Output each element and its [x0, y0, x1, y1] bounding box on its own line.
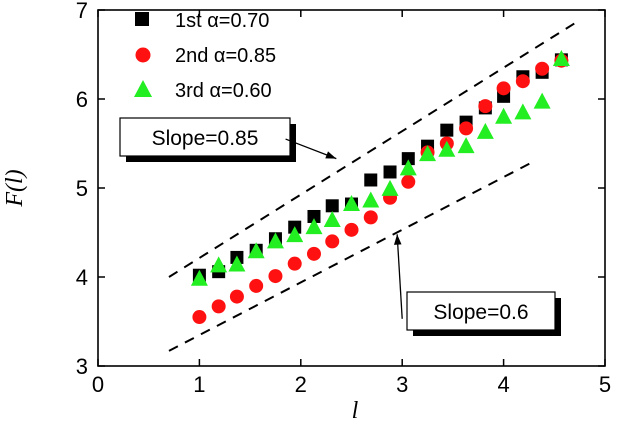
reference-line [168, 160, 535, 352]
data-point-triangle [533, 92, 551, 109]
slope-annotations: Slope=0.85 Slope=0.6 [119, 117, 561, 336]
annotation-arrows [285, 138, 403, 319]
legend-marker-1st [135, 12, 149, 26]
data-point-triangle [476, 122, 494, 139]
data-point-circle [459, 121, 474, 136]
data-point-triangle [399, 159, 417, 176]
reference-lines [168, 22, 576, 352]
data-point-triangle [514, 103, 532, 120]
data-point-square [401, 152, 415, 166]
data-point-circle [229, 289, 244, 304]
legend-label-3rd: 3rd α=0.60 [175, 80, 272, 102]
x-tick-label: 5 [599, 372, 611, 397]
legend-label-2nd: 2nd α=0.85 [175, 45, 276, 67]
x-axis-ticks: 0 1 2 3 4 5 [92, 10, 611, 397]
data-point-triangle [247, 242, 265, 259]
data-point-circle [515, 74, 530, 89]
data-point-circle [325, 234, 340, 249]
slope-box-2 [406, 291, 556, 331]
data-point-triangle [323, 211, 341, 228]
slope-label-2: Slope=0.6 [433, 301, 528, 324]
data-point-triangle [457, 137, 475, 154]
data-point-triangle [419, 145, 437, 162]
data-markers [190, 49, 570, 325]
data-point-circle [535, 61, 550, 76]
data-point-circle [401, 174, 416, 189]
reference-line [168, 22, 576, 278]
legend: 1st α=0.70 2nd α=0.85 3rd α=0.60 [134, 10, 276, 102]
data-point-triangle [210, 256, 228, 273]
y-axis-ticks: 3 4 5 6 7 [76, 0, 605, 379]
data-point-triangle [381, 179, 399, 196]
data-point-triangle [362, 191, 380, 208]
data-point-triangle [266, 232, 284, 249]
annotation-arrow-head [325, 151, 337, 159]
legend-marker-2nd [135, 47, 151, 63]
data-point-square [364, 173, 378, 187]
data-point-circle [249, 278, 264, 293]
data-point-triangle [228, 255, 246, 272]
slope-box-1 [119, 117, 291, 157]
data-point-triangle [343, 195, 360, 212]
y-tick-label: 5 [76, 176, 88, 201]
data-point-circle [496, 81, 511, 96]
y-axis-label: F(l) [2, 169, 28, 207]
x-tick-label: 4 [497, 372, 509, 397]
data-point-triangle [438, 140, 456, 157]
data-point-square [307, 209, 321, 223]
data-point-triangle [552, 49, 570, 66]
data-point-triangle [495, 107, 513, 124]
y-tick-label: 7 [76, 0, 88, 23]
annotation-arrow-head [393, 234, 402, 245]
data-point-circle [363, 210, 378, 225]
x-tick-label: 0 [92, 372, 104, 397]
data-point-triangle [305, 218, 323, 235]
y-tick-label: 6 [76, 87, 88, 112]
legend-label-1st: 1st α=0.70 [175, 10, 269, 32]
y-tick-label: 3 [76, 354, 88, 379]
data-point-circle [306, 246, 321, 261]
data-point-square [325, 199, 339, 213]
data-point-circle [192, 310, 207, 325]
data-point-circle [268, 269, 283, 284]
data-point-circle [287, 256, 302, 271]
data-point-circle [211, 299, 226, 314]
data-point-triangle [190, 269, 208, 286]
x-tick-label: 2 [295, 372, 307, 397]
data-point-circle [478, 99, 493, 114]
data-point-triangle [286, 226, 304, 243]
x-tick-label: 1 [193, 372, 205, 397]
legend-marker-3rd [134, 80, 152, 97]
annotation-arrow-line [396, 234, 403, 319]
slope-label-1: Slope=0.85 [152, 127, 259, 150]
x-tick-label: 3 [396, 372, 408, 397]
y-tick-label: 4 [76, 265, 88, 290]
data-point-circle [344, 222, 359, 237]
data-point-square [440, 123, 454, 137]
x-axis-label: l [352, 398, 359, 424]
data-point-square [383, 165, 397, 179]
